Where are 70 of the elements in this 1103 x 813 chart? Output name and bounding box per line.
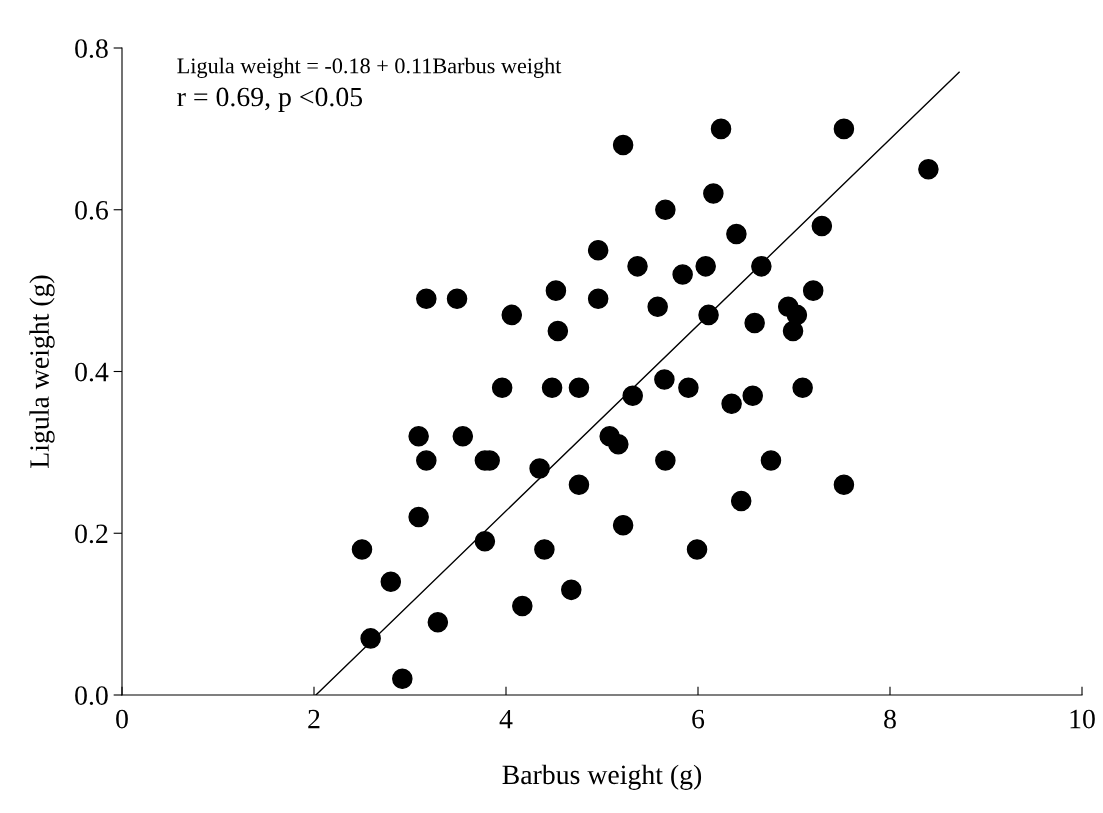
point [918,159,939,180]
point [529,458,550,479]
point [760,450,782,471]
point [568,377,590,398]
point [416,450,437,471]
point [587,288,609,309]
point [547,320,569,342]
point [474,531,496,552]
point [655,199,676,221]
annotation: Ligula weight = -0.18 + 0.11Barbus weight [177,57,562,78]
point [678,377,699,398]
x-tick-label: 10 [1070,709,1095,729]
point [427,611,449,633]
point [792,377,813,398]
point [751,256,772,277]
y-axis-title: Ligula weight (g) [29,275,55,468]
point [491,377,513,398]
y-tick-label: 0.6 [75,200,108,220]
point [512,595,533,617]
point [833,118,855,140]
point [721,393,742,415]
point [608,434,629,455]
point [561,579,582,601]
point [408,506,429,528]
point [360,628,381,649]
x-tick-label: 4 [499,709,513,729]
point [541,377,563,398]
point [380,571,402,593]
point [627,256,648,277]
point [452,425,474,447]
point [622,385,643,407]
point [655,450,676,471]
point [782,320,804,342]
y-tick-label: 0.8 [75,39,108,59]
point [351,539,373,560]
y-tick-label: 0.2 [75,524,108,544]
y-tick-label: 0.4 [75,362,109,382]
point [833,474,855,495]
point [695,256,716,277]
point [726,223,747,245]
point [703,183,724,204]
point [408,425,429,447]
point [686,539,708,560]
x-tick-label: 8 [884,709,896,729]
point [654,369,675,390]
point [742,385,763,407]
point [647,296,668,318]
point [710,118,732,140]
x-tick-label: 2 [308,709,320,729]
point [672,264,693,285]
point [534,539,555,560]
point [587,239,609,261]
x-tick-label: 6 [692,709,705,729]
point [612,514,634,536]
point [568,474,590,495]
x-axis-title: Barbus weight (g) [502,764,702,790]
point [545,280,567,301]
x-tick-label: 0 [116,709,128,729]
point [446,288,468,309]
y-tick-label: 0.0 [75,686,108,706]
point [802,280,824,301]
annotation: r = 0.69, p <0.05 [177,87,363,113]
point [811,215,833,237]
point [416,288,437,309]
point [744,312,765,334]
point [730,490,752,512]
point [392,668,413,690]
point [698,304,719,326]
point [612,134,634,156]
point [501,304,523,326]
